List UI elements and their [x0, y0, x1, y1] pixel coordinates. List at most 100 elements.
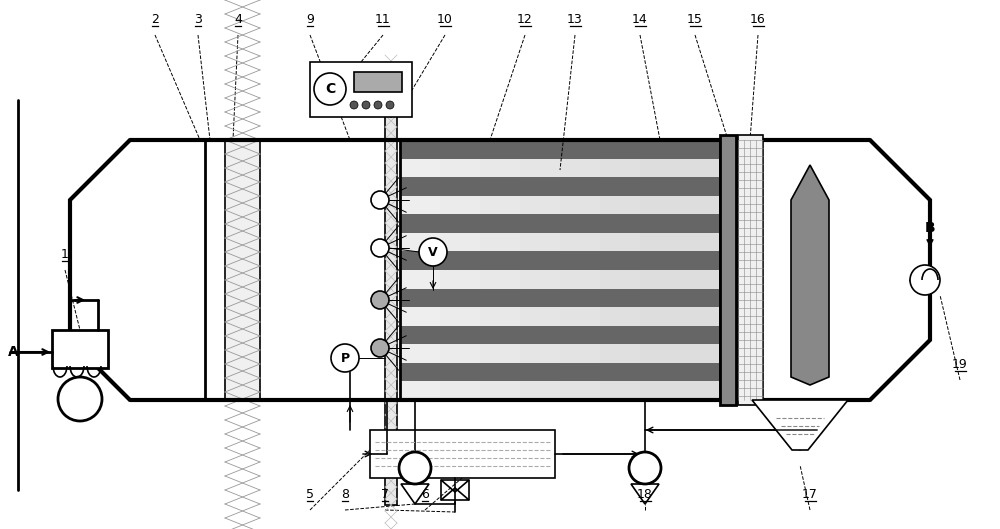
Circle shape [371, 239, 389, 257]
Bar [400, 270, 720, 289]
Bar [520, 381, 560, 400]
Circle shape [350, 101, 358, 109]
Text: C: C [325, 82, 335, 96]
Bar [720, 135, 736, 405]
Bar [738, 135, 763, 405]
Bar [400, 159, 440, 177]
Bar [400, 344, 440, 363]
Circle shape [314, 73, 346, 105]
Bar [400, 289, 720, 307]
Bar [370, 430, 555, 478]
Bar [400, 381, 440, 400]
Text: 5: 5 [306, 488, 314, 501]
Circle shape [362, 101, 370, 109]
Bar [440, 270, 480, 289]
Bar [680, 159, 720, 177]
Bar [600, 381, 640, 400]
Bar [600, 196, 640, 214]
Bar [480, 307, 520, 326]
Bar [400, 159, 720, 177]
Bar [600, 159, 640, 177]
Bar [520, 159, 560, 177]
Circle shape [371, 191, 389, 209]
Bar [560, 307, 600, 326]
Bar [560, 381, 600, 400]
Bar [640, 344, 680, 363]
Bar [440, 344, 480, 363]
Bar [130, 140, 870, 400]
Bar [680, 381, 720, 400]
Bar [52, 330, 108, 368]
Circle shape [371, 291, 389, 309]
Text: 7: 7 [381, 488, 389, 501]
Bar [310, 62, 412, 117]
Bar [680, 196, 720, 214]
Text: A: A [8, 345, 19, 359]
Text: 10: 10 [437, 13, 453, 26]
Bar [640, 381, 680, 400]
Text: 3: 3 [194, 13, 202, 26]
Bar [560, 344, 600, 363]
Bar [480, 270, 520, 289]
Text: 1: 1 [61, 248, 69, 261]
Bar [480, 196, 520, 214]
Circle shape [629, 452, 661, 484]
Bar [520, 344, 560, 363]
Bar [440, 159, 480, 177]
Bar [400, 233, 720, 251]
Circle shape [331, 344, 359, 372]
Circle shape [910, 265, 940, 295]
Bar [520, 270, 560, 289]
Bar [440, 381, 480, 400]
Bar [600, 344, 640, 363]
Text: 9: 9 [306, 13, 314, 26]
Bar [640, 270, 680, 289]
Text: 4: 4 [234, 13, 242, 26]
Bar [480, 381, 520, 400]
Bar [400, 307, 440, 326]
Bar [400, 363, 720, 381]
Bar [354, 72, 402, 92]
Bar [400, 270, 440, 289]
Bar [600, 307, 640, 326]
Bar [520, 196, 560, 214]
Bar [560, 196, 600, 214]
Text: P: P [340, 351, 350, 364]
Bar [400, 140, 720, 159]
Bar [680, 270, 720, 289]
Bar [400, 344, 720, 363]
Polygon shape [70, 140, 130, 400]
Bar [480, 233, 520, 251]
Text: 2: 2 [151, 13, 159, 26]
Bar [400, 140, 720, 400]
Text: 18: 18 [637, 488, 653, 501]
Bar [680, 233, 720, 251]
Bar [400, 214, 720, 233]
Bar [640, 307, 680, 326]
Text: 11: 11 [375, 13, 391, 26]
Bar [520, 233, 560, 251]
Bar [440, 307, 480, 326]
Polygon shape [752, 400, 848, 450]
Circle shape [419, 238, 447, 266]
Bar [520, 307, 560, 326]
Bar [640, 159, 680, 177]
Bar [440, 233, 480, 251]
Text: B: B [925, 221, 935, 235]
Text: 13: 13 [567, 13, 583, 26]
Text: 14: 14 [632, 13, 648, 26]
Bar [440, 196, 480, 214]
Polygon shape [870, 140, 930, 400]
Bar [400, 233, 440, 251]
Bar [480, 344, 520, 363]
Bar [400, 307, 720, 326]
Bar [400, 177, 720, 196]
Circle shape [386, 101, 394, 109]
Bar [560, 159, 600, 177]
Bar [680, 344, 720, 363]
Bar [640, 233, 680, 251]
Text: 16: 16 [750, 13, 766, 26]
Text: 19: 19 [952, 358, 968, 371]
Bar [400, 251, 720, 270]
Text: 15: 15 [687, 13, 703, 26]
